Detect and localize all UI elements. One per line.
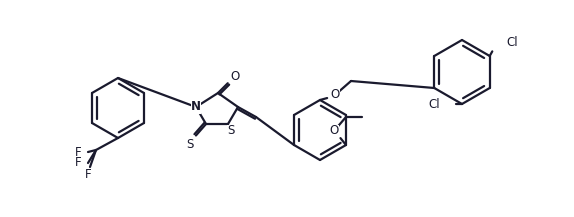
Text: F: F (86, 168, 92, 181)
Text: S: S (187, 138, 193, 151)
Text: F: F (75, 146, 82, 158)
Text: O: O (331, 89, 340, 102)
Text: S: S (227, 125, 235, 138)
Text: O: O (329, 125, 339, 138)
Text: Cl: Cl (507, 36, 518, 49)
Text: Cl: Cl (428, 97, 440, 110)
Text: N: N (191, 100, 201, 113)
Text: O: O (230, 71, 239, 84)
Text: F: F (75, 156, 82, 169)
